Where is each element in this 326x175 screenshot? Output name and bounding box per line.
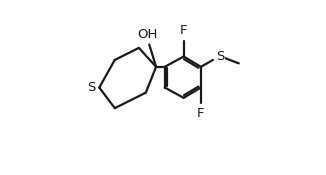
Text: F: F	[197, 107, 205, 120]
Text: S: S	[87, 81, 96, 94]
Text: S: S	[216, 50, 225, 63]
Text: OH: OH	[137, 28, 158, 41]
Text: F: F	[180, 24, 187, 37]
